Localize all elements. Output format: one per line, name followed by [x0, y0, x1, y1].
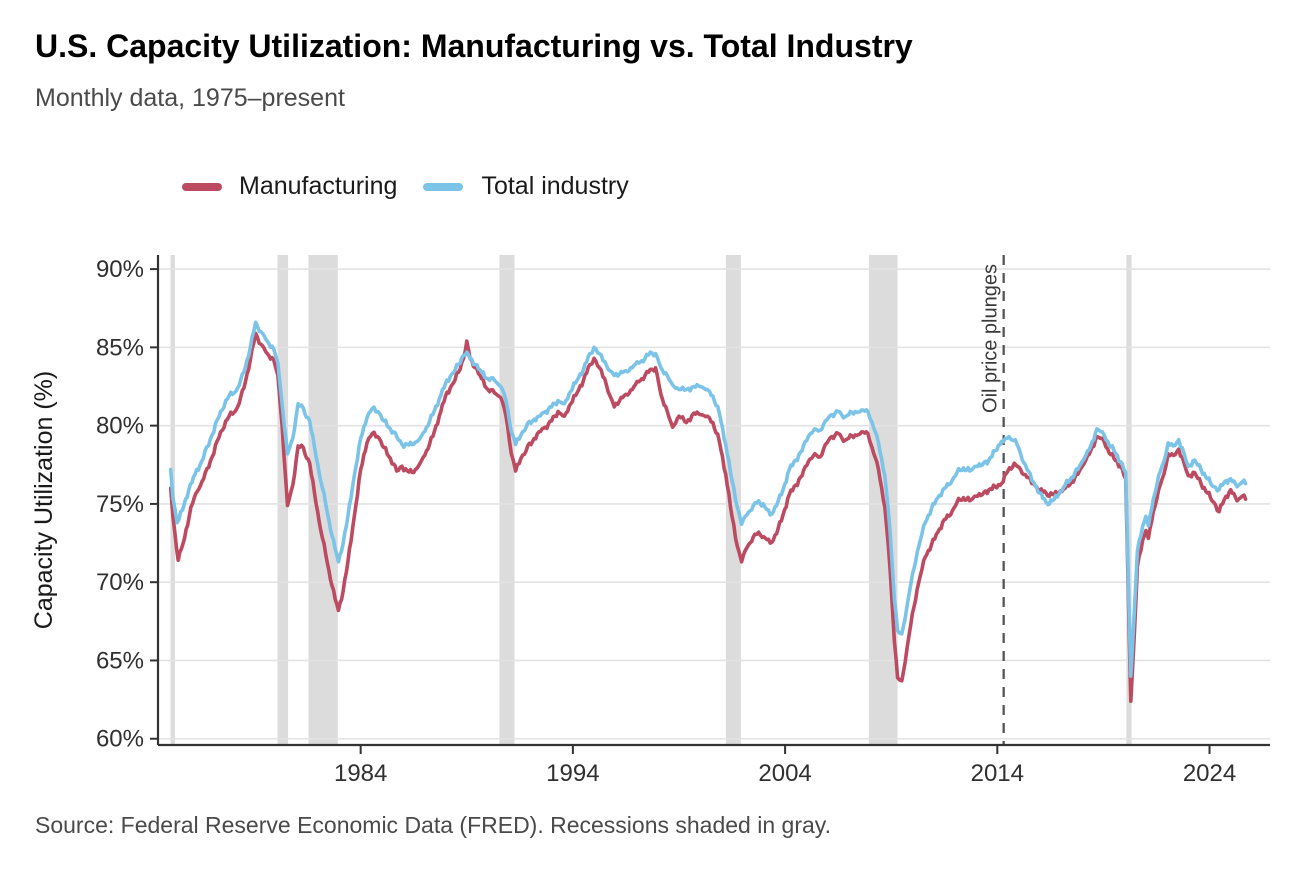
annotation-label: Oil price plunges	[980, 264, 1002, 413]
legend-swatch-total-industry	[423, 182, 464, 191]
y-tick-label: 80%	[96, 413, 144, 440]
y-tick-label: 90%	[96, 256, 144, 283]
chart-title: U.S. Capacity Utilization: Manufacturing…	[35, 28, 913, 64]
recession-band	[499, 255, 515, 745]
recession-band	[725, 255, 741, 745]
y-tick-label: 60%	[96, 726, 144, 753]
legend-swatch-manufacturing	[182, 182, 222, 191]
source-caption: Source: Federal Reserve Economic Data (F…	[35, 812, 831, 838]
x-tick-label: 1984	[334, 760, 387, 787]
x-tick-label: 2024	[1183, 760, 1236, 787]
x-tick-label: 2014	[971, 760, 1024, 787]
recession-band	[308, 255, 338, 745]
y-axis-title: Capacity Utilization (%)	[30, 371, 58, 629]
series-line-total-industry	[168, 320, 1248, 678]
y-tick-label: 75%	[96, 491, 144, 518]
y-tick-label: 65%	[96, 647, 144, 674]
legend-label-manufacturing: Manufacturing	[239, 172, 398, 200]
y-tick-label: 85%	[96, 334, 144, 361]
x-tick-label: 2004	[758, 760, 811, 787]
y-tick-label: 70%	[96, 569, 144, 596]
recession-band	[1126, 255, 1132, 745]
legend-label-total-industry: Total industry	[481, 172, 629, 200]
legend: Manufacturing Total industry	[182, 172, 629, 201]
x-tick-label: 1994	[546, 760, 599, 787]
chart-subtitle: Monthly data, 1975–present	[35, 84, 345, 112]
recession-band	[277, 255, 289, 745]
